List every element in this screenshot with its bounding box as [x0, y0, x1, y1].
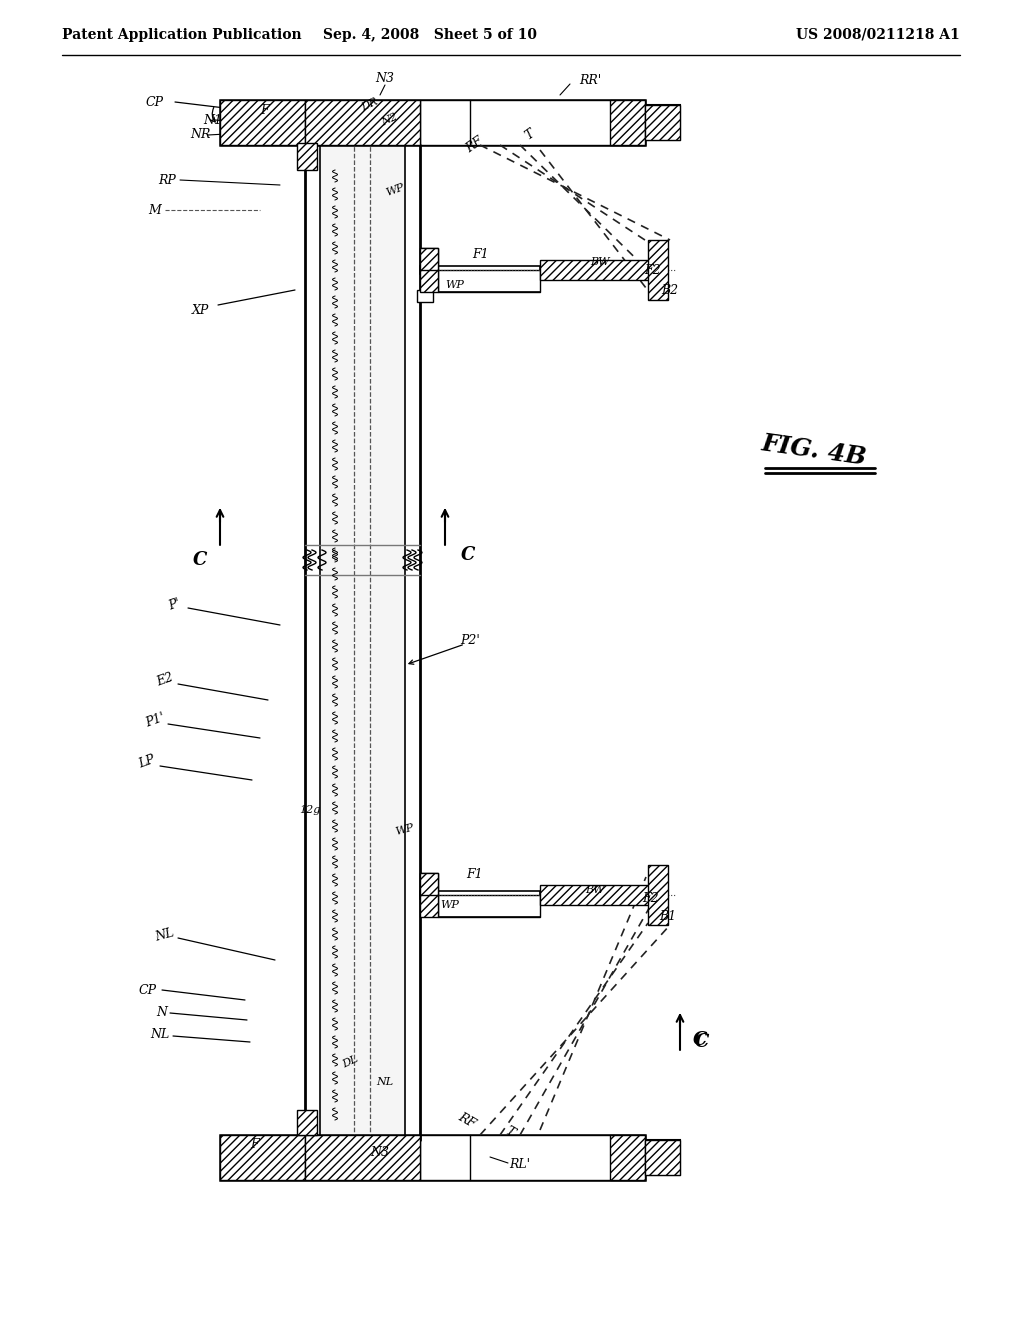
Text: WP: WP [440, 900, 460, 909]
Bar [645, 1140, 680, 1175]
Bar [420, 873, 438, 895]
Text: F: F [251, 1138, 259, 1151]
Bar [305, 100, 420, 145]
Bar [417, 290, 433, 302]
Text: N2: N2 [380, 112, 399, 128]
Text: P2': P2' [460, 634, 480, 647]
Text: N1: N1 [204, 114, 222, 127]
Bar [297, 143, 317, 170]
Text: T: T [503, 1125, 517, 1139]
Bar [305, 1135, 420, 1180]
Text: N3: N3 [371, 1146, 389, 1159]
Bar [540, 260, 660, 280]
Text: F2: F2 [645, 264, 662, 276]
Text: BW: BW [586, 884, 605, 895]
Text: T: T [523, 127, 538, 143]
Text: CP: CP [139, 983, 157, 997]
Text: E2: E2 [155, 671, 175, 689]
Text: RF: RF [456, 1110, 478, 1130]
Text: RL': RL' [510, 1159, 530, 1172]
Text: DR: DR [360, 96, 380, 114]
Text: F1: F1 [472, 248, 488, 261]
Bar [420, 267, 540, 275]
Bar [648, 865, 668, 925]
Text: US 2008/0211218 A1: US 2008/0211218 A1 [797, 28, 961, 42]
Bar [220, 100, 305, 145]
Text: DL: DL [341, 1055, 359, 1071]
Text: XP: XP [191, 304, 209, 317]
Text: NL: NL [377, 1077, 393, 1086]
Bar [645, 106, 680, 140]
Text: P': P' [167, 597, 182, 612]
Bar [540, 884, 660, 906]
Text: RR': RR' [579, 74, 601, 87]
Text: NL: NL [154, 927, 176, 944]
Text: 12g: 12g [299, 805, 321, 814]
Bar [420, 248, 438, 292]
Text: WP: WP [384, 182, 406, 198]
Text: F2: F2 [642, 891, 658, 904]
Text: RF: RF [464, 135, 486, 156]
Bar [420, 891, 540, 899]
Text: CP: CP [146, 95, 164, 108]
Bar [610, 100, 645, 145]
Text: B1: B1 [659, 909, 677, 923]
Text: C: C [461, 546, 475, 564]
Text: RP: RP [158, 173, 176, 186]
Text: F1: F1 [467, 869, 483, 882]
Text: N: N [157, 1006, 168, 1019]
Bar [420, 1135, 645, 1180]
Text: WP: WP [445, 280, 465, 290]
Text: WP: WP [394, 822, 416, 837]
Bar [297, 1110, 317, 1135]
Text: F: F [261, 103, 269, 116]
Text: NL: NL [151, 1028, 170, 1041]
Bar [645, 1140, 680, 1175]
Bar [420, 248, 438, 271]
Bar [420, 100, 645, 145]
Text: C: C [193, 550, 207, 569]
Text: Patent Application Publication: Patent Application Publication [62, 28, 302, 42]
Bar [420, 873, 438, 917]
Bar [220, 1135, 645, 1180]
Text: Sep. 4, 2008   Sheet 5 of 10: Sep. 4, 2008 Sheet 5 of 10 [323, 28, 537, 42]
Text: LP: LP [137, 752, 157, 771]
Text: B2: B2 [662, 284, 679, 297]
Bar [438, 271, 540, 292]
Text: M: M [148, 203, 162, 216]
Bar [438, 895, 540, 917]
Bar [645, 106, 680, 140]
Bar [648, 240, 668, 300]
Text: FIG. 4B: FIG. 4B [760, 430, 868, 469]
Text: P1': P1' [143, 710, 167, 730]
Bar [319, 145, 406, 1140]
Text: C: C [693, 1031, 708, 1049]
Text: NR: NR [189, 128, 210, 141]
Text: BW: BW [590, 257, 609, 267]
Text: N3: N3 [376, 71, 394, 84]
Bar [220, 100, 645, 145]
Bar [220, 1135, 305, 1180]
Bar [610, 1135, 645, 1180]
Text: C: C [695, 1034, 710, 1051]
